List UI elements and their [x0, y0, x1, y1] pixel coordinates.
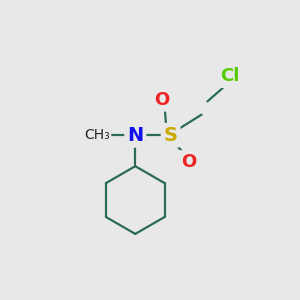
Text: Cl: Cl	[220, 68, 239, 85]
Text: O: O	[181, 153, 196, 171]
Text: CH₃: CH₃	[84, 128, 110, 142]
Text: S: S	[164, 126, 178, 145]
Text: N: N	[127, 126, 143, 145]
Text: O: O	[154, 91, 170, 109]
